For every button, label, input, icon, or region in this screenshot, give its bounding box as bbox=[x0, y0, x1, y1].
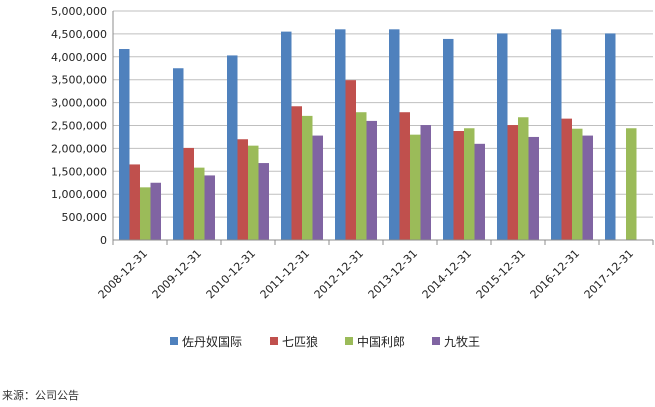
bar bbox=[582, 135, 593, 240]
y-tick-label: 4,500,000 bbox=[51, 28, 107, 41]
x-tick-label: 2017-12-31 bbox=[582, 247, 636, 301]
legend: 佐丹奴国际 七匹狼 中国利郎 九牧王 bbox=[170, 334, 480, 349]
bar bbox=[626, 128, 637, 240]
y-tick-label: 3,500,000 bbox=[51, 74, 107, 87]
bar bbox=[150, 182, 161, 240]
bar bbox=[335, 29, 346, 240]
legend-label: 九牧王 bbox=[444, 335, 480, 349]
bar bbox=[366, 120, 377, 240]
bar bbox=[227, 55, 238, 241]
y-tick-label: 500,000 bbox=[62, 211, 108, 224]
y-tick-label: 1,000,000 bbox=[51, 188, 107, 201]
legend-label: 中国利郎 bbox=[357, 334, 405, 349]
bar bbox=[528, 136, 539, 240]
legend-label: 佐丹奴国际 bbox=[182, 335, 242, 349]
bar bbox=[204, 175, 215, 240]
bar bbox=[572, 128, 583, 240]
legend-label: 七匹狼 bbox=[282, 334, 318, 349]
axes bbox=[112, 11, 654, 245]
y-tick-label: 2,500,000 bbox=[51, 120, 107, 133]
bar bbox=[312, 135, 323, 240]
bar bbox=[345, 80, 356, 241]
bar bbox=[237, 139, 248, 240]
x-tick-label: 2015-12-31 bbox=[474, 247, 528, 301]
bar bbox=[605, 33, 616, 240]
bar bbox=[183, 147, 194, 240]
y-tick-labels: 0 500,000 1,000,000 1,500,000 2,000,000 2,500… bbox=[51, 5, 107, 247]
y-tick-label: 2,000,000 bbox=[51, 142, 107, 155]
bar bbox=[443, 38, 454, 240]
x-tick-label: 2014-12-31 bbox=[420, 247, 474, 301]
bar bbox=[258, 163, 269, 240]
bar bbox=[194, 167, 205, 240]
legend-swatch bbox=[170, 337, 178, 345]
bar bbox=[119, 49, 130, 240]
x-tick-label: 2016-12-31 bbox=[528, 247, 582, 301]
bar bbox=[281, 31, 292, 240]
x-tick-labels: 2008-12-31 2009-12-31 2010-12-31 2011-12-31… bbox=[96, 247, 636, 301]
bar bbox=[389, 29, 400, 240]
bar bbox=[507, 125, 518, 240]
bar bbox=[561, 118, 572, 240]
bar bbox=[356, 112, 367, 240]
x-tick-label: 2010-12-31 bbox=[204, 247, 258, 301]
bar bbox=[140, 187, 151, 240]
bar bbox=[464, 128, 475, 240]
bar bbox=[399, 112, 410, 240]
bar bbox=[518, 117, 529, 240]
y-tick-label: 3,000,000 bbox=[51, 97, 107, 110]
y-tick-label: 5,000,000 bbox=[51, 5, 107, 18]
bar bbox=[173, 68, 184, 240]
bar bbox=[129, 164, 140, 240]
x-tick-label: 2009-12-31 bbox=[150, 247, 204, 301]
legend-swatch bbox=[270, 337, 278, 345]
legend-swatch bbox=[345, 337, 353, 345]
y-tick-label: 0 bbox=[100, 234, 107, 247]
source-note: 来源：公司公告 bbox=[2, 389, 79, 402]
bar bbox=[302, 115, 313, 240]
x-tick-label: 2008-12-31 bbox=[96, 247, 150, 301]
y-tick-label: 4,000,000 bbox=[51, 51, 107, 64]
x-tick-label: 2012-12-31 bbox=[312, 247, 366, 301]
bar bbox=[453, 130, 464, 240]
x-tick-label: 2013-12-31 bbox=[366, 247, 420, 301]
bar bbox=[551, 29, 562, 240]
bar bbox=[248, 145, 259, 240]
bar bbox=[410, 134, 421, 240]
legend-swatch bbox=[432, 337, 440, 345]
bars bbox=[119, 29, 637, 241]
y-tick-label: 1,500,000 bbox=[51, 165, 107, 178]
bar bbox=[497, 33, 508, 240]
bar bbox=[420, 125, 431, 240]
bar bbox=[291, 106, 302, 240]
bar bbox=[474, 143, 485, 240]
x-tick-label: 2011-12-31 bbox=[258, 247, 312, 301]
